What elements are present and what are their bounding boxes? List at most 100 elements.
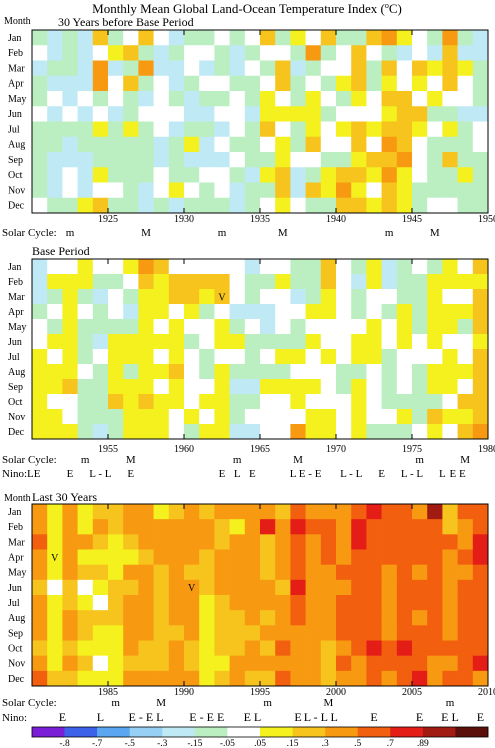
heatmap-cell	[366, 274, 382, 290]
heatmap-cell	[442, 409, 458, 425]
heatmap-cell	[290, 60, 306, 77]
heatmap-cell	[153, 519, 170, 535]
heatmap-cell	[32, 595, 48, 611]
heatmap-cell	[244, 60, 261, 77]
heatmap-cell	[457, 519, 474, 535]
heatmap-cell	[472, 304, 489, 320]
heatmap-cell	[320, 91, 337, 107]
heatmap-cell	[351, 60, 367, 77]
heatmap-cell	[138, 121, 154, 138]
heatmap-cell	[381, 106, 398, 122]
heatmap-cell	[336, 45, 352, 61]
heatmap-cell	[92, 579, 109, 596]
heatmap-cell	[351, 534, 367, 550]
heatmap-cell	[351, 106, 367, 122]
heatmap-cell	[442, 534, 458, 550]
month-label: Sep	[8, 628, 23, 639]
heatmap-cell	[472, 334, 489, 350]
heatmap-cell	[396, 349, 413, 365]
heatmap-cell	[320, 106, 337, 122]
heatmap-cell	[184, 655, 200, 672]
heatmap-cell	[305, 30, 322, 46]
heatmap-cell	[336, 75, 352, 92]
heatmap-cell	[290, 655, 306, 672]
x-tick-label: 1930	[174, 214, 194, 225]
heatmap-cell	[396, 504, 413, 520]
heatmap-cell	[260, 197, 276, 214]
heatmap-cell	[275, 670, 291, 687]
heatmap-cell	[214, 549, 230, 566]
heatmap-cell	[275, 519, 291, 535]
heatmap-cell	[47, 304, 63, 320]
heatmap-cell	[472, 152, 489, 168]
heatmap-cell	[412, 30, 428, 46]
heatmap-cell	[472, 274, 489, 290]
heatmap-cell	[168, 625, 185, 641]
heatmap-cell	[351, 121, 367, 138]
heatmap-cell	[199, 182, 215, 199]
heatmap-cell	[184, 349, 200, 365]
heatmap-cell	[427, 91, 443, 107]
heatmap-cell	[77, 30, 94, 46]
heatmap-cell	[92, 595, 109, 611]
heatmap-cell	[184, 289, 200, 305]
colorbar-swatch	[390, 727, 424, 737]
heatmap-cell	[275, 319, 291, 335]
heatmap-cell	[32, 106, 48, 122]
colorbar-label: -.8	[59, 739, 70, 748]
month-label: Dec	[8, 427, 25, 438]
heatmap-cell	[138, 595, 154, 611]
heatmap-cell	[381, 640, 398, 657]
heatmap-cell	[184, 379, 200, 395]
heatmap-cell	[32, 30, 48, 46]
heatmap-cell	[381, 364, 398, 380]
heatmap-cell	[396, 394, 413, 410]
heatmap-cell	[77, 670, 94, 687]
heatmap-cell	[153, 670, 170, 687]
heatmap-cell	[244, 504, 261, 520]
heatmap-cell	[260, 182, 276, 199]
heatmap-cell	[275, 152, 291, 168]
heatmap-cell	[305, 549, 322, 566]
heatmap-cell	[260, 289, 276, 305]
heatmap-cell	[168, 259, 185, 275]
heatmap-cell	[47, 394, 63, 410]
heatmap-cell	[47, 579, 63, 596]
heatmap-cell	[123, 364, 139, 380]
heatmap-cell	[427, 182, 443, 199]
heatmap-cell	[260, 670, 276, 687]
heatmap-cell	[412, 549, 428, 566]
heatmap-cell	[457, 182, 474, 199]
heatmap-cell	[412, 334, 428, 350]
heatmap-cell	[92, 136, 109, 153]
heatmap-cell	[184, 409, 200, 425]
heatmap-cell	[244, 259, 261, 275]
heatmap-cell	[244, 655, 261, 672]
heatmap-cell	[184, 45, 200, 61]
heatmap-cell	[366, 289, 382, 305]
heatmap-cell	[62, 534, 78, 550]
heatmap-cell	[32, 379, 48, 395]
heatmap-cell	[184, 549, 200, 566]
heatmap-cell	[62, 274, 78, 290]
heatmap-cell	[412, 579, 428, 596]
heatmap-cell	[412, 182, 428, 199]
heatmap-cell	[320, 30, 337, 46]
heatmap-cell	[396, 334, 413, 350]
heatmap-cell	[47, 106, 63, 122]
heatmap-cell	[336, 579, 352, 596]
colorbar-swatch	[64, 727, 98, 737]
heatmap-cell	[351, 640, 367, 657]
heatmap-cell	[184, 30, 200, 46]
panel-title: Base Period	[32, 244, 90, 258]
heatmap-cell	[396, 549, 413, 566]
heatmap-cell	[108, 106, 124, 122]
heatmap-cell	[184, 364, 200, 380]
heatmap-cell	[153, 595, 170, 611]
heatmap-cell	[320, 60, 337, 77]
heatmap-cell	[472, 394, 489, 410]
heatmap-cell	[381, 152, 398, 168]
heatmap-cell	[153, 182, 170, 199]
heatmap-cell	[351, 424, 367, 440]
heatmap-cell	[62, 75, 78, 92]
